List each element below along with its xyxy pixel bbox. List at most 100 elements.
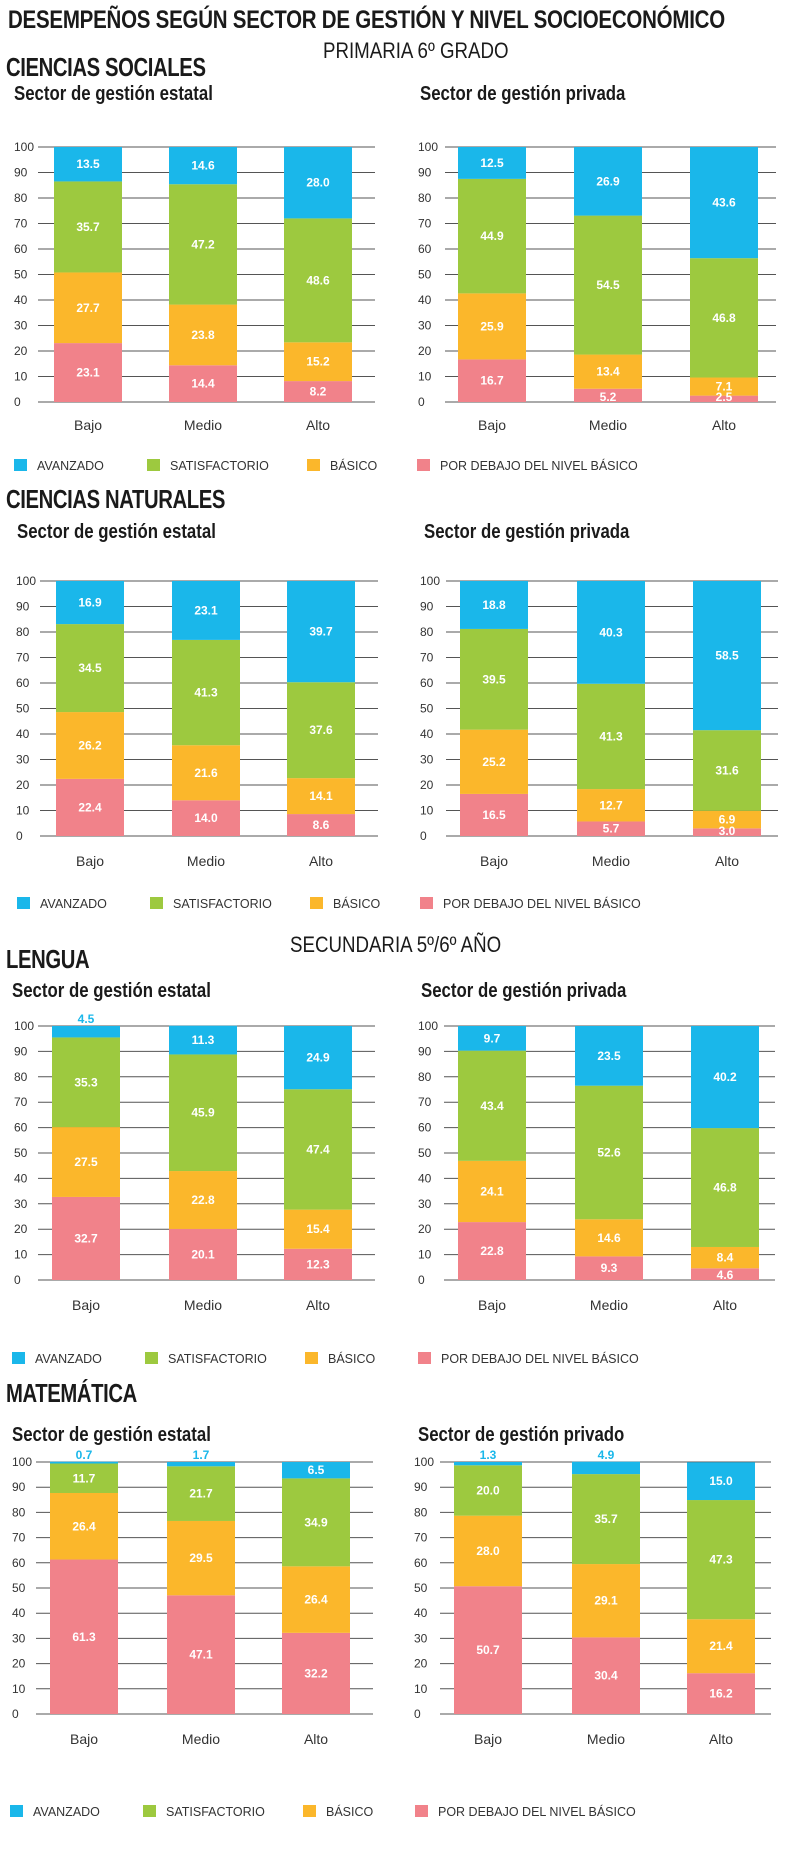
y-tick-label: 60: [14, 242, 28, 256]
chart-ciencias-sociales-estatal: 0 10 20 30 40 50 60 70 80 90 100 23.1 27.7 35.7 13.5 Ba…: [14, 140, 375, 433]
y-tick-label: 10: [414, 1682, 428, 1696]
y-tick-label: 70: [420, 651, 434, 665]
y-tick-label: 0: [14, 1273, 21, 1287]
data-label-avanzado: 4.9: [598, 1448, 615, 1462]
legend-swatch-avanzado: [14, 459, 27, 471]
y-tick-label: 10: [16, 804, 30, 818]
category-label: Alto: [309, 853, 333, 869]
data-label-basico: 28.0: [476, 1544, 500, 1558]
bar-segment-basico: [169, 1171, 237, 1229]
data-label-satisfactorio: 21.7: [189, 1487, 213, 1501]
bar-segment-debajo: [50, 1559, 118, 1714]
category-label: Medio: [182, 1731, 220, 1747]
bar-segment-debajo: [284, 1248, 352, 1280]
legend-swatch-satisfactorio: [147, 459, 160, 471]
legend-label-debajo: POR DEBAJO DEL NIVEL BÁSICO: [438, 1805, 636, 1819]
data-label-debajo: 4.6: [717, 1268, 734, 1282]
bar-segment-debajo: [282, 1632, 350, 1714]
y-tick-label: 40: [414, 1606, 428, 1620]
bar-segment-avanzado: [693, 581, 761, 731]
bar-segment-basico: [284, 1209, 352, 1249]
legend-swatch-avanzado: [10, 1805, 23, 1817]
y-tick-label: 100: [16, 574, 36, 588]
data-label-debajo: 16.2: [709, 1687, 733, 1701]
legend-item-satisfactorio: SATISFACTORIO: [143, 1805, 265, 1819]
bar-segment-satisfactorio: [284, 218, 352, 343]
category-label: Medio: [187, 853, 225, 869]
data-label-avanzado: 9.7: [484, 1031, 501, 1045]
bar-segment-avanzado: [572, 1461, 640, 1475]
y-tick-label: 90: [418, 1044, 432, 1058]
bar-segment-avanzado: [458, 1026, 526, 1051]
data-label-avanzado: 12.5: [480, 156, 504, 170]
data-label-basico: 8.4: [717, 1251, 734, 1265]
data-label-satisfactorio: 34.9: [304, 1515, 328, 1529]
y-tick-label: 90: [12, 1480, 26, 1494]
y-tick-label: 30: [12, 1631, 26, 1645]
y-tick-label: 70: [14, 217, 28, 231]
legend-label-satisfactorio: SATISFACTORIO: [166, 1805, 265, 1819]
data-label-basico: 29.5: [189, 1551, 213, 1565]
legend-lengua: AVANZADO SATISFACTORIO BÁSICO POR DEBAJO…: [0, 1349, 800, 1371]
bar-segment-basico: [691, 1246, 759, 1269]
bar-segment-avanzado: [169, 1025, 237, 1055]
y-tick-label: 30: [14, 319, 28, 333]
y-tick-label: 30: [418, 319, 432, 333]
y-tick-label: 50: [418, 268, 432, 282]
data-label-satisfactorio: 20.0: [476, 1483, 500, 1497]
legend-item-avanzado: AVANZADO: [12, 1352, 102, 1366]
data-label-avanzado: 23.5: [597, 1049, 621, 1063]
data-label-debajo: 22.8: [480, 1244, 504, 1258]
y-tick-label: 30: [418, 1197, 432, 1211]
category-label: Bajo: [478, 1297, 506, 1313]
data-label-satisfactorio: 46.8: [713, 1181, 737, 1195]
legend-swatch-debajo: [420, 897, 433, 909]
bar-segment-avanzado: [284, 147, 352, 219]
data-label-satisfactorio: 46.8: [712, 311, 736, 325]
y-tick-label: 40: [14, 293, 28, 307]
legend-swatch-avanzado: [17, 897, 30, 909]
y-tick-label: 20: [16, 778, 30, 792]
data-label-debajo: 32.7: [74, 1231, 98, 1245]
data-label-avanzado: 0.7: [76, 1448, 93, 1462]
y-tick-label: 80: [16, 625, 30, 639]
y-tick-label: 20: [420, 778, 434, 792]
bar-segment-debajo: [577, 821, 645, 836]
bar-segment-debajo: [56, 778, 124, 836]
bar-segment-satisfactorio: [284, 1089, 352, 1210]
data-label-avanzado: 40.2: [713, 1070, 737, 1084]
bar-segment-satisfactorio: [169, 184, 237, 305]
y-tick-label: 80: [12, 1505, 26, 1519]
data-label-basico: 21.6: [194, 766, 218, 780]
data-label-basico: 24.1: [480, 1184, 504, 1198]
bar-segment-basico: [693, 810, 761, 829]
data-label-debajo: 30.4: [594, 1669, 618, 1683]
legend-item-basico: BÁSICO: [310, 897, 380, 911]
legend-item-satisfactorio: SATISFACTORIO: [150, 897, 272, 911]
legend-swatch-basico: [303, 1805, 316, 1817]
y-tick-label: 0: [420, 829, 427, 843]
bar-segment-debajo: [574, 388, 642, 402]
category-label: Medio: [589, 417, 627, 433]
bar-segment-avanzado: [687, 1462, 755, 1501]
bar-segment-basico: [575, 1219, 643, 1257]
chart-matematica-estatal: 0 10 20 30 40 50 60 70 80 90 100 61.3 26.4 11.7 0.7 Baj…: [12, 1448, 373, 1747]
data-label-basico: 21.4: [709, 1639, 733, 1653]
y-tick-label: 0: [12, 1707, 19, 1721]
bar-segment-avanzado: [172, 581, 240, 640]
y-tick-label: 60: [16, 676, 30, 690]
category-label: Bajo: [70, 1731, 98, 1747]
legend-label-basico: BÁSICO: [330, 459, 378, 473]
bar-segment-avanzado: [287, 581, 355, 683]
bar-segment-debajo: [454, 1586, 522, 1714]
data-label-debajo: 47.1: [189, 1648, 213, 1662]
bar-segment-basico: [284, 342, 352, 382]
category-label: Medio: [590, 1297, 628, 1313]
bar-segment-basico: [577, 789, 645, 822]
data-label-basico: 23.8: [191, 328, 215, 342]
data-label-avanzado: 1.7: [193, 1448, 210, 1462]
data-label-avanzado: 28.0: [306, 176, 330, 190]
data-label-debajo: 32.2: [304, 1666, 328, 1680]
legend-item-satisfactorio: SATISFACTORIO: [145, 1352, 267, 1366]
y-tick-label: 70: [418, 1095, 432, 1109]
